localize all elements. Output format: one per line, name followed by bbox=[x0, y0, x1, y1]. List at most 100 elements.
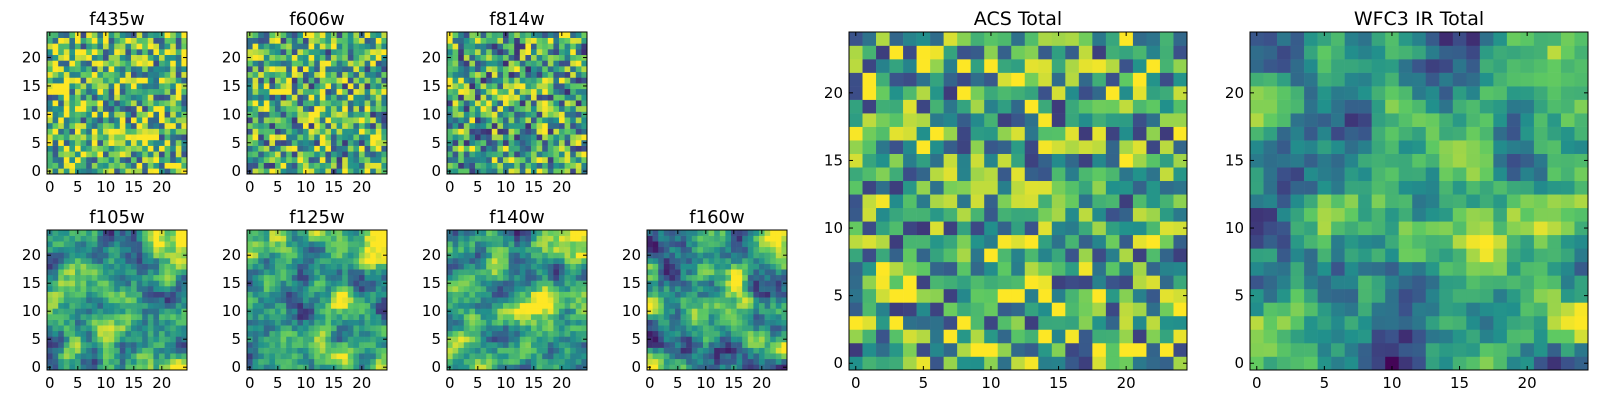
heatmap-cell bbox=[725, 320, 731, 326]
heatmap-cell bbox=[86, 146, 92, 152]
heatmap-cell bbox=[353, 348, 359, 354]
heatmap-cell bbox=[647, 331, 653, 337]
heatmap-cell bbox=[247, 117, 253, 123]
heatmap-cell bbox=[314, 60, 320, 66]
heatmap-cell bbox=[486, 89, 492, 95]
heatmap-cell bbox=[570, 264, 576, 270]
heatmap-cell bbox=[759, 269, 765, 275]
heatmap-cell bbox=[47, 94, 53, 100]
heatmap-cell bbox=[309, 269, 315, 275]
heatmap-cell bbox=[365, 303, 371, 309]
heatmap-cell bbox=[170, 129, 176, 135]
heatmap-cell bbox=[253, 359, 259, 365]
heatmap-cell bbox=[47, 72, 53, 78]
heatmap-cell bbox=[365, 89, 371, 95]
heatmap-cell bbox=[581, 264, 587, 270]
heatmap-cell bbox=[1052, 329, 1066, 343]
heatmap-cell bbox=[331, 258, 337, 264]
heatmap-cell bbox=[570, 43, 576, 49]
heatmap-cell bbox=[537, 117, 543, 123]
heatmap-cell bbox=[497, 241, 503, 247]
heatmap-cell bbox=[1065, 302, 1079, 316]
heatmap-cell bbox=[1092, 248, 1106, 262]
heatmap-cell bbox=[930, 208, 944, 222]
heatmap-cell bbox=[514, 230, 520, 236]
heatmap-cell bbox=[647, 342, 653, 348]
heatmap-cell bbox=[125, 236, 131, 242]
heatmap-cell bbox=[359, 43, 365, 49]
heatmap-cell bbox=[286, 269, 292, 275]
heatmap-cell bbox=[331, 331, 337, 337]
heatmap-cell bbox=[170, 353, 176, 359]
heatmap-cell bbox=[92, 117, 98, 123]
heatmap-cells bbox=[447, 32, 587, 174]
heatmap-cell bbox=[258, 94, 264, 100]
heatmap-cell bbox=[509, 258, 515, 264]
heatmap-cell bbox=[576, 129, 582, 135]
heatmap-cell bbox=[53, 342, 59, 348]
heatmap-cell bbox=[92, 83, 98, 89]
heatmap-cell bbox=[92, 123, 98, 129]
heatmap-cell bbox=[714, 303, 720, 309]
heatmap-cell bbox=[697, 247, 703, 253]
heatmap-cell bbox=[303, 77, 309, 83]
heatmap-cell bbox=[565, 230, 571, 236]
heatmap-cell bbox=[647, 292, 653, 298]
heatmap-cell bbox=[131, 325, 137, 331]
heatmap-cell bbox=[537, 247, 543, 253]
heatmap-cell bbox=[503, 325, 509, 331]
heatmap-cell bbox=[153, 151, 159, 157]
heatmap-cell bbox=[469, 77, 475, 83]
heatmap-cell bbox=[1079, 167, 1093, 181]
x-tick-label: 0 bbox=[45, 374, 55, 392]
heatmap-cell bbox=[181, 106, 187, 112]
heatmap-cell bbox=[148, 236, 154, 242]
heatmap-cell bbox=[776, 336, 782, 342]
heatmap-cell bbox=[365, 38, 371, 44]
heatmap-cell bbox=[447, 264, 453, 270]
heatmap-cell bbox=[109, 123, 115, 129]
heatmap-cell bbox=[486, 38, 492, 44]
heatmap-cell bbox=[292, 336, 298, 342]
y-tick-label: 20 bbox=[222, 49, 241, 67]
heatmap-cell bbox=[97, 112, 103, 118]
heatmap-cell bbox=[576, 168, 582, 174]
heatmap-cell bbox=[297, 123, 303, 129]
heatmap-cell bbox=[53, 325, 59, 331]
heatmap-cell bbox=[492, 247, 498, 253]
heatmap-cell bbox=[565, 269, 571, 275]
heatmap-cell bbox=[1106, 316, 1120, 330]
heatmap-cell bbox=[542, 43, 548, 49]
heatmap-cell bbox=[675, 252, 681, 258]
heatmap-cell bbox=[275, 359, 281, 365]
heatmap-cell bbox=[520, 353, 526, 359]
heatmap-cell bbox=[92, 252, 98, 258]
heatmap-cell bbox=[258, 146, 264, 152]
heatmap-cell bbox=[576, 359, 582, 365]
heatmap-cell bbox=[348, 163, 354, 169]
heatmap-cell bbox=[971, 208, 985, 222]
heatmap-cell bbox=[109, 275, 115, 281]
heatmap-cell bbox=[75, 353, 81, 359]
heatmap-cell bbox=[520, 230, 526, 236]
heatmap-cell bbox=[576, 100, 582, 106]
heatmap-cell bbox=[247, 264, 253, 270]
heatmap-cell bbox=[759, 325, 765, 331]
heatmap-cell bbox=[559, 252, 565, 258]
heatmap-cell bbox=[314, 134, 320, 140]
heatmap-cell bbox=[570, 297, 576, 303]
heatmap-cell bbox=[565, 280, 571, 286]
heatmap-cell bbox=[97, 297, 103, 303]
heatmap-cell bbox=[469, 94, 475, 100]
heatmap-cell bbox=[269, 314, 275, 320]
heatmap-cell bbox=[1011, 316, 1025, 330]
heatmap-cell bbox=[984, 167, 998, 181]
heatmap-cell bbox=[75, 275, 81, 281]
heatmap-cell bbox=[297, 129, 303, 135]
heatmap-cell bbox=[365, 247, 371, 253]
heatmap-cell bbox=[320, 252, 326, 258]
heatmap-cell bbox=[681, 308, 687, 314]
heatmap-cell bbox=[247, 163, 253, 169]
heatmap-cell bbox=[664, 320, 670, 326]
heatmap-cell bbox=[176, 258, 182, 264]
